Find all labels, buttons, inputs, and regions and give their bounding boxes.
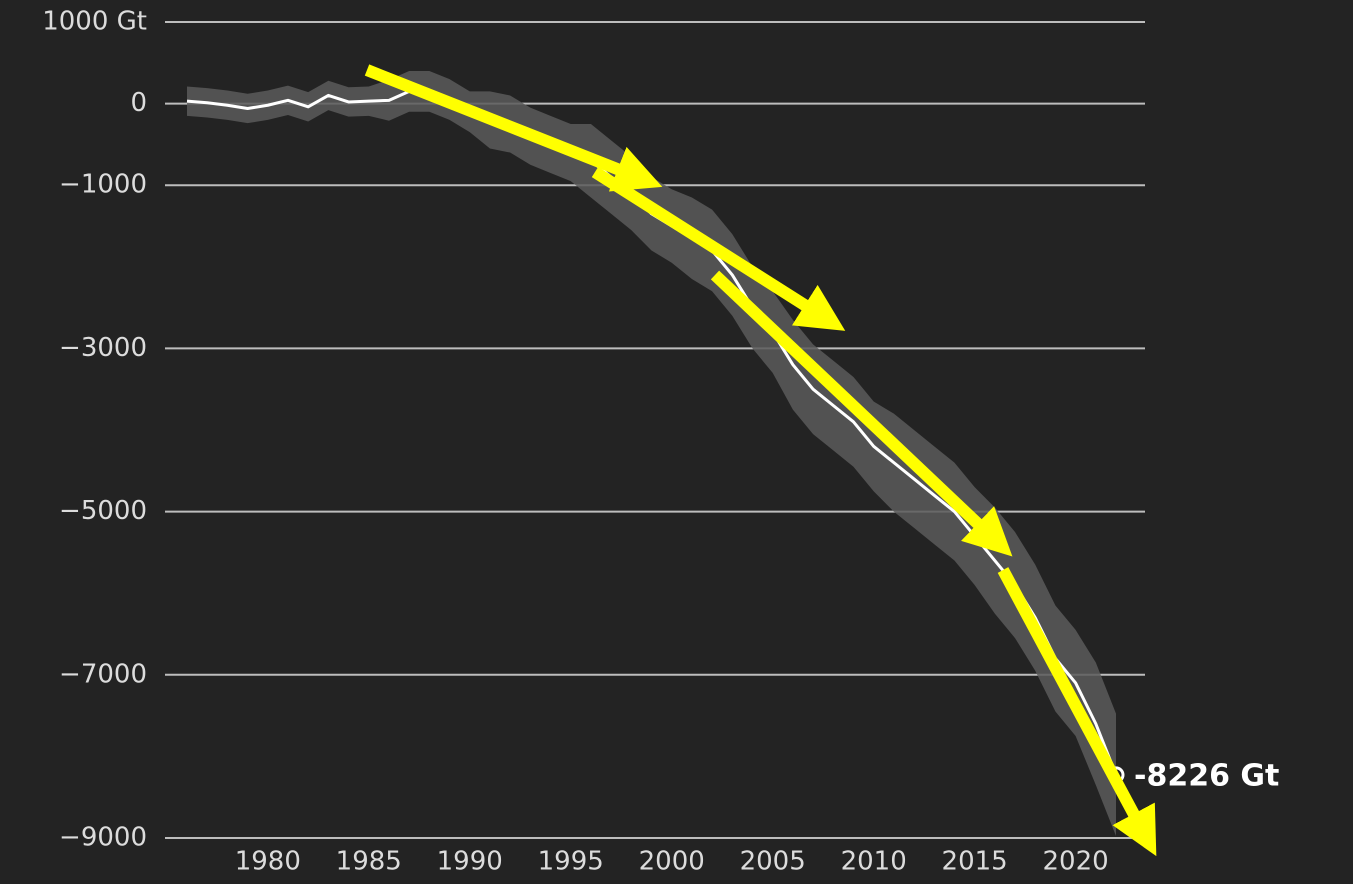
arrows: [364, 64, 1157, 857]
x-tick-label: 1980: [235, 847, 301, 877]
x-tick-label: 2000: [639, 847, 705, 877]
plot: 1000 Gt 0 −1000 −3000 −5000 −7000 −9000 1980 198…: [42, 7, 1279, 877]
x-tick-label: 2005: [740, 847, 806, 877]
end-label: -8226 Gt: [1134, 758, 1279, 793]
y-tick-label: −5000: [59, 496, 147, 526]
y-tick-label: 0: [130, 88, 147, 118]
x-tick-label: 1995: [538, 847, 604, 877]
x-tick-label: 2020: [1043, 847, 1109, 877]
arrow: [364, 64, 663, 192]
y-tick-label: −9000: [59, 823, 147, 853]
x-tick-label: 2010: [841, 847, 907, 877]
y-tick-label: −3000: [59, 333, 147, 363]
y-tick-label: 1000 Gt: [42, 7, 147, 37]
uncertainty-band: [187, 70, 1116, 837]
y-tick-label: −1000: [59, 170, 147, 200]
arrow: [710, 270, 1013, 557]
y-tick-label: −7000: [59, 659, 147, 689]
arrow: [591, 166, 846, 331]
arrow: [997, 567, 1157, 857]
x-tick-label: 1990: [437, 847, 503, 877]
x-tick-label: 1985: [336, 847, 402, 877]
x-tick-label: 2015: [942, 847, 1008, 877]
